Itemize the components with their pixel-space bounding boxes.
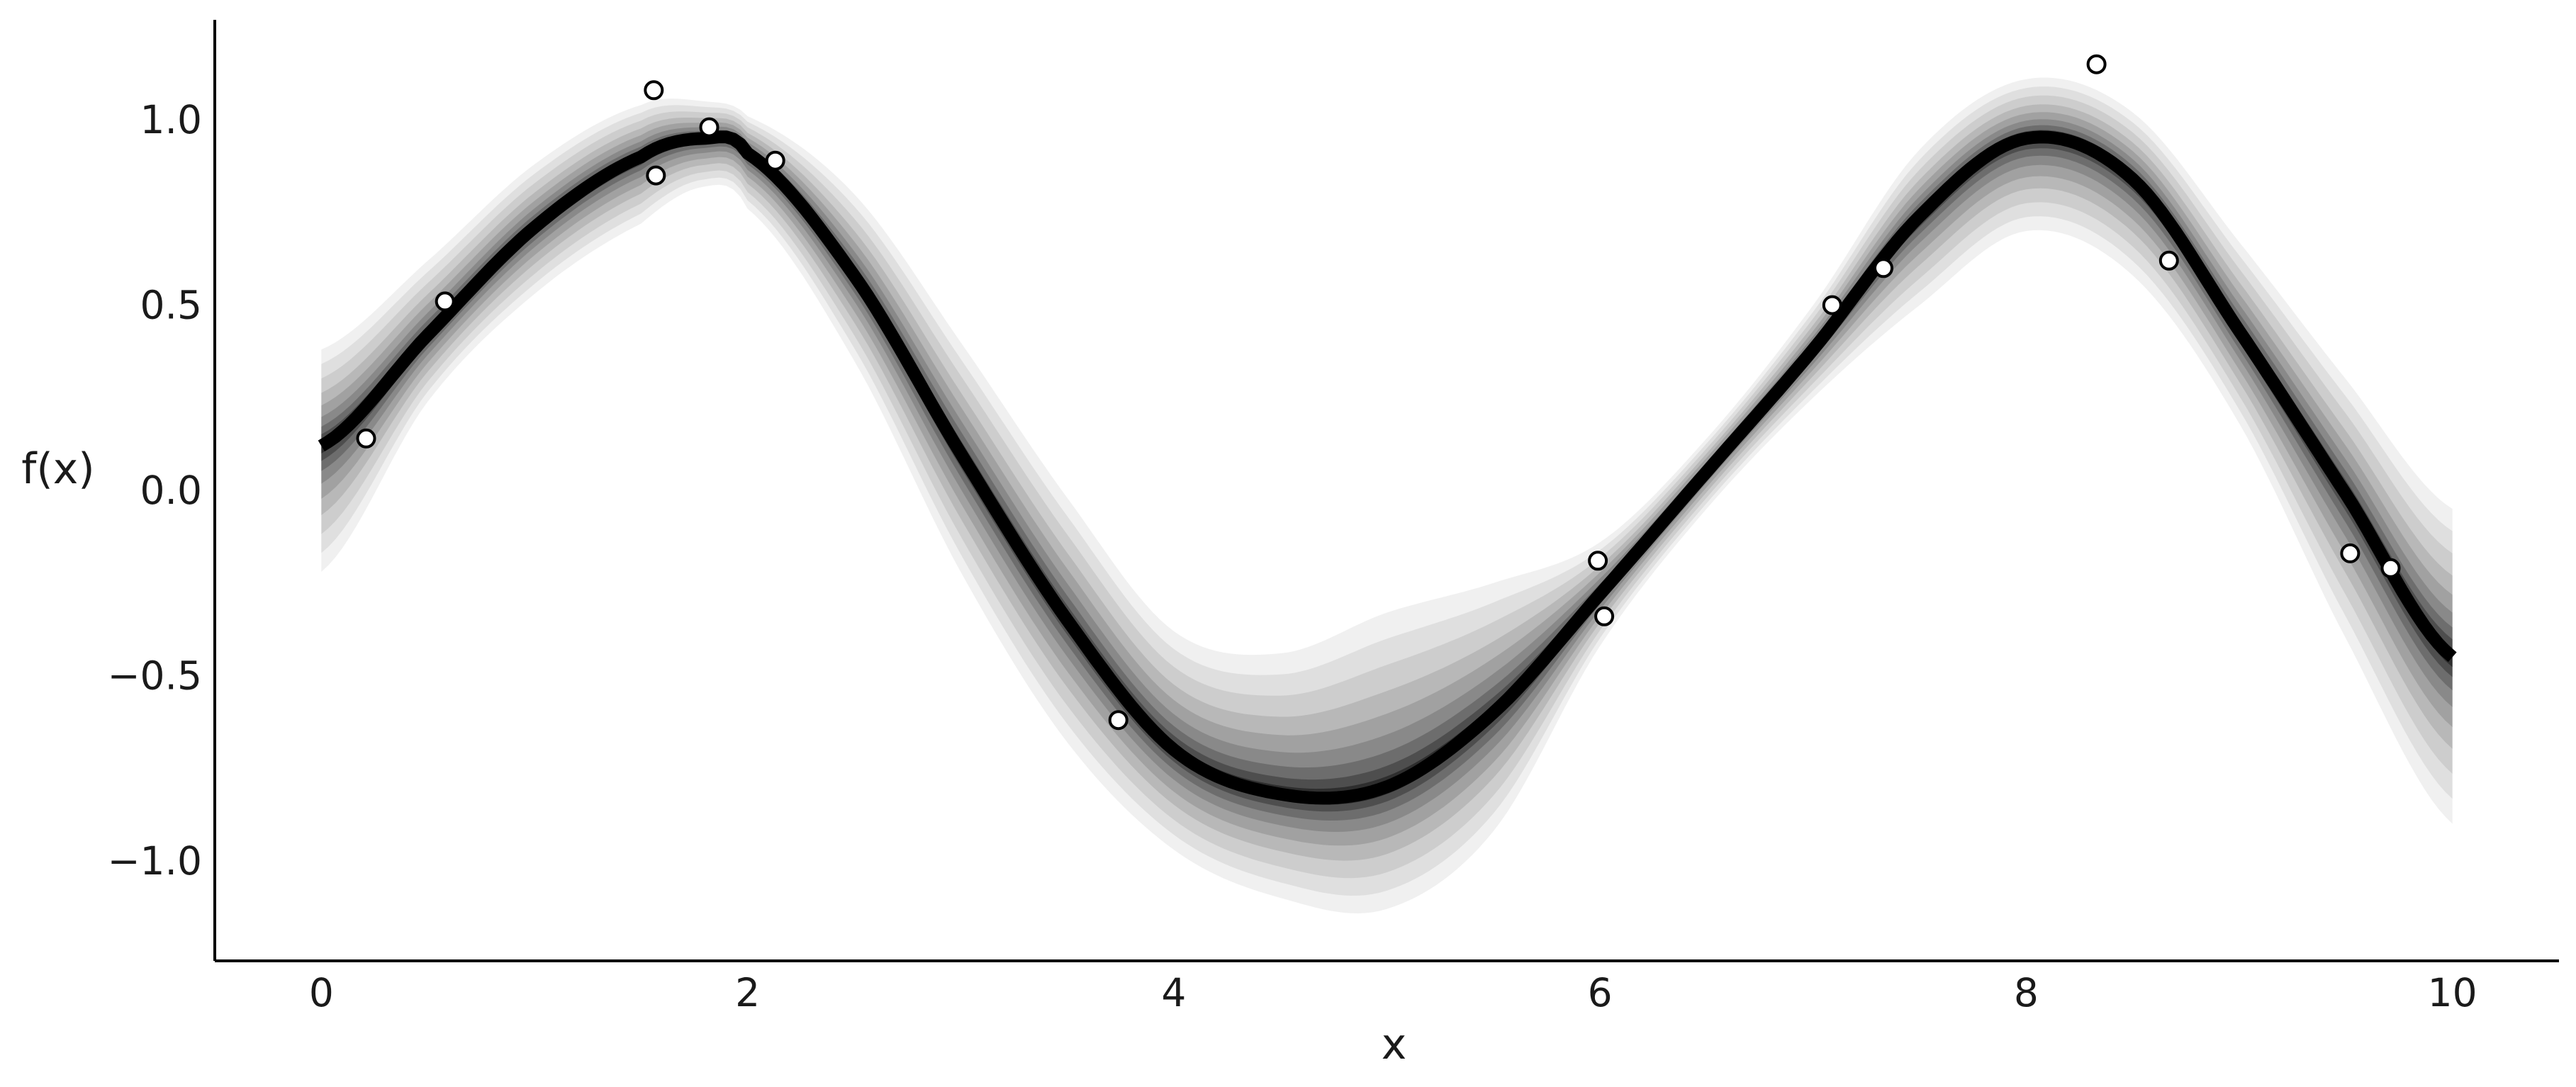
- observation-point: [2161, 252, 2178, 269]
- observation-point: [437, 293, 454, 310]
- x-tick-label: 8: [2014, 970, 2039, 1015]
- observation-point: [701, 119, 718, 136]
- y-tick-label: 0.0: [140, 468, 202, 513]
- observation-point: [1589, 552, 1606, 569]
- observation-point: [2382, 560, 2399, 577]
- y-tick-labels: −1.0 −0.5 0.0 0.5 1.0: [107, 97, 202, 884]
- observation-point: [1824, 297, 1841, 314]
- y-axis-label: f(x): [21, 444, 94, 494]
- x-tick-label: 10: [2428, 970, 2477, 1015]
- x-tick-label: 6: [1588, 970, 1613, 1015]
- x-axis-label: x: [1382, 1020, 1407, 1069]
- observation-point: [1875, 259, 1892, 276]
- observation-point: [358, 430, 375, 447]
- x-tick-label: 2: [735, 970, 760, 1015]
- observation-point: [2341, 545, 2358, 562]
- observation-point: [1110, 711, 1127, 728]
- observation-point: [767, 152, 784, 169]
- y-tick-label: −0.5: [107, 653, 202, 698]
- x-tick-label: 4: [1161, 970, 1186, 1015]
- observation-point: [2088, 56, 2105, 73]
- y-tick-label: 1.0: [140, 97, 202, 142]
- x-tick-labels: 0 2 4 6 8 10: [309, 970, 2477, 1015]
- y-tick-label: −1.0: [107, 838, 202, 884]
- x-tick-label: 0: [309, 970, 334, 1015]
- observation-point: [647, 167, 664, 184]
- observation-point: [1596, 608, 1613, 625]
- y-tick-label: 0.5: [140, 283, 202, 328]
- observation-point: [645, 81, 662, 98]
